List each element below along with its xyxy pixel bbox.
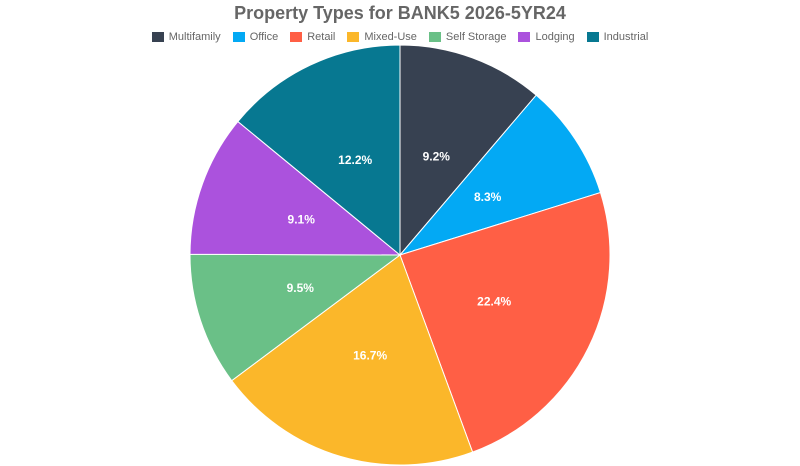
chart-title: Property Types for BANK5 2026-5YR24 — [234, 3, 566, 23]
legend-label: Retail — [307, 31, 336, 43]
pie-slice-industrial[interactable] — [237, 44, 401, 257]
legend-swatch — [151, 32, 164, 42]
legend-swatch — [347, 32, 360, 42]
legend-label: Industrial — [603, 31, 649, 43]
legend-label: Mixed-Use — [364, 31, 417, 43]
slice-label: 9.5% — [287, 281, 315, 295]
slice-label: 9.1% — [288, 212, 316, 226]
legend-item-lodging[interactable]: Lodging — [518, 31, 575, 43]
legend-swatch — [428, 32, 441, 42]
legend-item-industrial[interactable]: Industrial — [586, 31, 649, 43]
legend-item-office[interactable]: Office — [232, 31, 279, 43]
legend-label: Multifamily — [168, 31, 221, 43]
pie-slice-lodging[interactable] — [189, 120, 402, 256]
legend: Multifamily Office Retail Mixed-Use Self… — [0, 31, 800, 43]
pie-slice-multifamily[interactable] — [399, 44, 537, 257]
legend-label: Self Storage — [445, 31, 507, 43]
pie-slice-office[interactable] — [398, 94, 602, 256]
slice-label: 12.2% — [338, 153, 372, 167]
legend-item-mixed-use[interactable]: Mixed-Use — [347, 31, 417, 43]
legend-swatch — [518, 32, 531, 42]
legend-item-multifamily[interactable]: Multifamily — [151, 31, 221, 43]
legend-swatch — [232, 32, 245, 42]
slice-label: 16.7% — [353, 349, 387, 363]
slice-label: 22.4% — [477, 294, 511, 308]
pie-slice-self-storage[interactable] — [189, 253, 402, 382]
legend-swatch — [586, 32, 599, 42]
slice-label: 8.3% — [474, 190, 502, 204]
pie-slice-retail[interactable] — [399, 191, 611, 453]
legend-label: Lodging — [535, 31, 575, 43]
slice-label: 9.2% — [423, 149, 451, 163]
legend-item-self-storage[interactable]: Self Storage — [428, 31, 507, 43]
legend-label: Office — [249, 31, 279, 43]
pie-slice-mixed-use[interactable] — [231, 254, 474, 466]
legend-swatch — [290, 32, 303, 42]
legend-item-retail[interactable]: Retail — [290, 31, 335, 43]
